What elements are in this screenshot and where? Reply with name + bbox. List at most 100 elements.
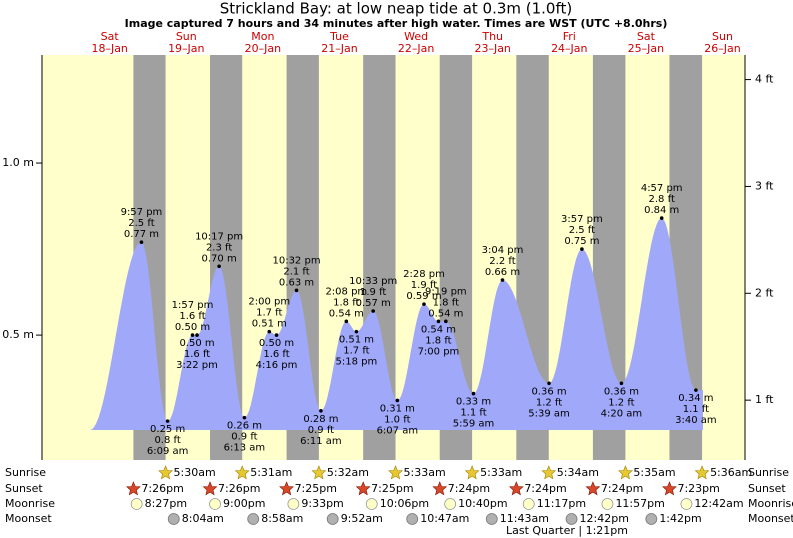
tide-time: 3:04 pm — [482, 245, 524, 256]
sunrise-icon — [388, 465, 403, 480]
tide-height-ft: 1.8 ft — [433, 297, 459, 308]
day-date: 23–Jan — [474, 42, 510, 55]
moonrise-icon — [522, 498, 535, 510]
tide-point — [274, 333, 279, 337]
tide-height-m: 0.50 m — [259, 338, 294, 349]
y-tick-label: 1.0 m — [2, 156, 34, 169]
sunset-time: 7:25pm — [295, 482, 337, 495]
moonrise-time: 11:17pm — [537, 497, 586, 510]
tide-time: 5:18 pm — [336, 357, 378, 368]
day-date: 19–Jan — [168, 42, 204, 55]
tide-point — [242, 415, 247, 420]
tide-height-m: 0.34 m — [678, 393, 713, 404]
tide-height-ft: 2.5 ft — [128, 218, 154, 229]
tide-point — [319, 408, 323, 413]
chart-subtitle: Image captured 7 hours and 34 minutes af… — [125, 17, 668, 30]
sunrise-icon — [618, 465, 633, 480]
tide-time: 10:32 pm — [272, 255, 320, 266]
tide-point — [547, 381, 551, 386]
sunrise-icon — [541, 465, 557, 480]
sunrise-icon — [158, 465, 173, 480]
tide-point — [139, 240, 144, 244]
tide-height-ft: 1.6 ft — [179, 311, 205, 322]
day-name: Fri — [563, 30, 576, 43]
moonrise-time: 12:42am — [694, 497, 743, 510]
moonset-time: 9:52am — [341, 512, 383, 525]
sunset-icon — [126, 481, 141, 496]
tide-time: 2:00 pm — [248, 297, 290, 308]
tide-height-m: 0.75 m — [564, 236, 599, 247]
tide-time: 9:19 pm — [425, 286, 467, 297]
tide-point — [619, 381, 624, 386]
tide-height-m: 0.25 m — [150, 424, 185, 435]
y-tick-label: 0.5 m — [2, 328, 34, 341]
moonset-time: 12:42pm — [580, 512, 629, 525]
tide-height-m: 0.77 m — [124, 229, 159, 240]
row-label: Sunrise — [5, 466, 46, 479]
day-name: Sun — [176, 30, 197, 43]
sunset-time: 7:24pm — [601, 482, 643, 495]
moonrise-icon — [601, 498, 614, 510]
tide-height-m: 0.70 m — [202, 253, 237, 264]
tide-point — [195, 333, 199, 337]
tide-point — [165, 419, 170, 423]
sunset-icon — [585, 481, 601, 496]
moonrise-icon — [287, 498, 300, 510]
tide-height-m: 0.51 m — [252, 319, 287, 330]
tide-height-ft: 2.8 ft — [649, 194, 675, 205]
tide-time: 1:57 pm — [172, 300, 214, 311]
tide-height-ft: 0.9 ft — [308, 425, 334, 436]
moonrise-icon — [680, 498, 693, 510]
tide-point — [354, 329, 359, 334]
tide-point — [422, 302, 426, 306]
tide-height-m: 0.36 m — [604, 386, 639, 397]
tide-height-m: 0.63 m — [279, 277, 314, 288]
tide-height-ft: 1.8 ft — [333, 297, 359, 308]
tide-point — [471, 391, 476, 396]
tide-height-ft: 2.1 ft — [283, 266, 309, 277]
sunrise-time: 5:33am — [480, 466, 522, 479]
sunset-time: 7:24pm — [448, 482, 490, 495]
tide-height-ft: 1.2 ft — [536, 397, 562, 408]
tide-time: 3:22 pm — [176, 360, 218, 371]
tide-height-m: 0.31 m — [380, 403, 415, 414]
moonset-icon — [247, 513, 260, 525]
y2-tick-label: 3 ft — [755, 179, 774, 192]
moonrise-time: 9:00pm — [223, 497, 265, 510]
tide-time: 10:17 pm — [195, 231, 243, 242]
tide-height-ft: 1.8 ft — [425, 335, 451, 346]
tide-time: 3:57 pm — [561, 214, 603, 225]
tide-point — [500, 278, 505, 282]
tide-time: 6:13 am — [224, 443, 266, 454]
tide-height-ft: 1.6 ft — [184, 349, 210, 360]
tide-height-m: 0.54 m — [329, 308, 364, 319]
tide-point — [694, 388, 698, 392]
tide-height-ft: 0.8 ft — [154, 435, 180, 446]
sunset-icon — [202, 481, 218, 496]
sunset-time: 7:25pm — [371, 482, 413, 495]
row-label: Moonset — [5, 512, 52, 525]
sunrise-time: 5:31am — [250, 466, 292, 479]
row-label: Sunrise — [748, 466, 789, 479]
tide-height-ft: 1.9 ft — [360, 287, 386, 298]
tide-time: 5:59 am — [453, 419, 495, 430]
moonrise-icon — [130, 498, 143, 510]
tide-point — [395, 398, 400, 403]
moonset-time: 8:58am — [261, 512, 303, 525]
tide-height-ft: 1.7 ft — [343, 346, 369, 357]
moonset-time: 1:42pm — [659, 512, 701, 525]
day-name: Mon — [251, 30, 274, 43]
tide-time: 3:40 am — [675, 415, 717, 426]
sunset-icon — [279, 481, 294, 496]
tide-time: 9:57 pm — [121, 207, 163, 218]
tide-time: 5:39 am — [528, 408, 570, 419]
tide-time: 7:00 pm — [418, 346, 460, 357]
moonset-icon — [645, 513, 658, 525]
moonrise-time: 10:06pm — [380, 497, 429, 510]
tide-time: 4:20 am — [601, 408, 643, 419]
moonrise-icon — [209, 498, 221, 510]
sunrise-time: 5:36am — [710, 466, 752, 479]
day-name: Sat — [101, 30, 120, 43]
sunrise-time: 5:30am — [174, 466, 216, 479]
